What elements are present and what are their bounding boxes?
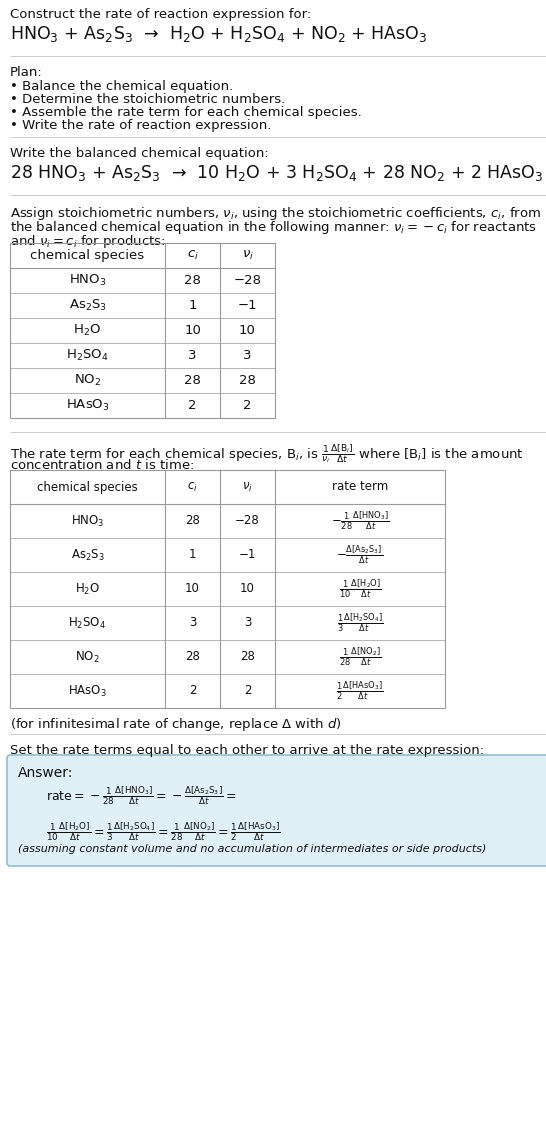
Text: $\nu_i$: $\nu_i$	[241, 249, 253, 262]
Text: • Write the rate of reaction expression.: • Write the rate of reaction expression.	[10, 119, 271, 132]
Text: Answer:: Answer:	[18, 766, 73, 780]
Text: 2: 2	[244, 684, 251, 698]
Text: 3: 3	[189, 617, 196, 629]
Text: HNO$_3$: HNO$_3$	[69, 272, 106, 288]
Text: $\mathrm{rate} = -\frac{1}{28}\frac{\Delta[\mathrm{HNO_3}]}{\Delta t} = -\frac{\: $\mathrm{rate} = -\frac{1}{28}\frac{\Del…	[46, 784, 237, 807]
Text: 10: 10	[239, 324, 256, 337]
Text: 1: 1	[188, 299, 197, 312]
Text: Assign stoichiometric numbers, $\nu_i$, using the stoichiometric coefficients, $: Assign stoichiometric numbers, $\nu_i$, …	[10, 205, 541, 222]
Text: 2: 2	[244, 399, 252, 412]
Text: 10: 10	[185, 583, 200, 595]
Text: (assuming constant volume and no accumulation of intermediates or side products): (assuming constant volume and no accumul…	[18, 844, 486, 854]
Text: 3: 3	[244, 617, 251, 629]
Text: 10: 10	[184, 324, 201, 337]
Text: 28: 28	[184, 374, 201, 386]
Text: H$_2$O: H$_2$O	[74, 323, 102, 339]
Text: 28 HNO$_3$ + As$_2$S$_3$  →  10 H$_2$O + 3 H$_2$SO$_4$ + 28 NO$_2$ + 2 HAsO$_3$: 28 HNO$_3$ + As$_2$S$_3$ → 10 H$_2$O + 3…	[10, 163, 543, 184]
Text: concentration and $t$ is time:: concentration and $t$ is time:	[10, 458, 194, 472]
Text: 28: 28	[184, 274, 201, 287]
Text: $c_i$: $c_i$	[187, 480, 198, 494]
Text: As$_2$S$_3$: As$_2$S$_3$	[70, 547, 104, 562]
Text: −28: −28	[234, 274, 262, 287]
Text: $-\frac{\Delta[\mathrm{As_2S_3}]}{\Delta t}$: $-\frac{\Delta[\mathrm{As_2S_3}]}{\Delta…	[336, 544, 383, 567]
Text: −28: −28	[235, 514, 260, 528]
Text: 3: 3	[188, 349, 197, 363]
Text: 3: 3	[244, 349, 252, 363]
Text: $c_i$: $c_i$	[187, 249, 198, 262]
Text: $\frac{1}{10}\frac{\Delta[\mathrm{H_2O}]}{\Delta t}$: $\frac{1}{10}\frac{\Delta[\mathrm{H_2O}]…	[339, 578, 381, 601]
Text: As$_2$S$_3$: As$_2$S$_3$	[68, 298, 106, 314]
Text: HAsO$_3$: HAsO$_3$	[68, 684, 107, 699]
Text: • Balance the chemical equation.: • Balance the chemical equation.	[10, 80, 233, 93]
Text: 2: 2	[189, 684, 196, 698]
FancyBboxPatch shape	[7, 755, 546, 866]
Text: the balanced chemical equation in the following manner: $\nu_i = -c_i$ for react: the balanced chemical equation in the fo…	[10, 219, 537, 236]
Text: The rate term for each chemical species, B$_i$, is $\frac{1}{\nu_i}\frac{\Delta[: The rate term for each chemical species,…	[10, 442, 524, 465]
Bar	[10, 470, 445, 708]
Text: and $\nu_i = c_i$ for products:: and $\nu_i = c_i$ for products:	[10, 233, 165, 250]
Text: 28: 28	[185, 651, 200, 663]
Text: H$_2$SO$_4$: H$_2$SO$_4$	[66, 348, 109, 363]
Text: H$_2$O: H$_2$O	[75, 581, 100, 596]
Text: Set the rate terms equal to each other to arrive at the rate expression:: Set the rate terms equal to each other t…	[10, 744, 484, 757]
Text: −1: −1	[239, 548, 256, 562]
Text: HAsO$_3$: HAsO$_3$	[66, 398, 109, 413]
Text: H$_2$SO$_4$: H$_2$SO$_4$	[68, 616, 106, 630]
Text: $\frac{1}{3}\frac{\Delta[\mathrm{H_2SO_4}]}{\Delta t}$: $\frac{1}{3}\frac{\Delta[\mathrm{H_2SO_4…	[337, 612, 383, 634]
Text: 1: 1	[189, 548, 196, 562]
Text: chemical species: chemical species	[31, 249, 145, 262]
Text: HNO$_3$ + As$_2$S$_3$  →  H$_2$O + H$_2$SO$_4$ + NO$_2$ + HAsO$_3$: HNO$_3$ + As$_2$S$_3$ → H$_2$O + H$_2$SO…	[10, 24, 428, 44]
Text: HNO$_3$: HNO$_3$	[71, 513, 104, 529]
Text: $\frac{1}{10}\frac{\Delta[\mathrm{H_2O}]}{\Delta t} = \frac{1}{3}\frac{\Delta[\m: $\frac{1}{10}\frac{\Delta[\mathrm{H_2O}]…	[46, 820, 281, 842]
Text: $\frac{1}{28}\frac{\Delta[\mathrm{NO_2}]}{\Delta t}$: $\frac{1}{28}\frac{\Delta[\mathrm{NO_2}]…	[339, 645, 381, 668]
Text: −1: −1	[238, 299, 257, 312]
Text: Construct the rate of reaction expression for:: Construct the rate of reaction expressio…	[10, 8, 311, 21]
Text: $\nu_i$: $\nu_i$	[242, 480, 253, 494]
Bar	[10, 243, 275, 418]
Text: $\frac{1}{2}\frac{\Delta[\mathrm{HAsO_3}]}{\Delta t}$: $\frac{1}{2}\frac{\Delta[\mathrm{HAsO_3}…	[336, 679, 384, 702]
Text: Write the balanced chemical equation:: Write the balanced chemical equation:	[10, 147, 269, 160]
Text: 28: 28	[239, 374, 256, 386]
Text: (for infinitesimal rate of change, replace Δ with $d$): (for infinitesimal rate of change, repla…	[10, 716, 342, 733]
Text: $-\frac{1}{28}\frac{\Delta[\mathrm{HNO_3}]}{\Delta t}$: $-\frac{1}{28}\frac{\Delta[\mathrm{HNO_3…	[331, 510, 389, 532]
Text: 28: 28	[240, 651, 255, 663]
Text: • Determine the stoichiometric numbers.: • Determine the stoichiometric numbers.	[10, 93, 285, 106]
Text: Plan:: Plan:	[10, 66, 43, 79]
Text: 28: 28	[185, 514, 200, 528]
Text: rate term: rate term	[332, 480, 388, 494]
Text: 2: 2	[188, 399, 197, 412]
Text: • Assemble the rate term for each chemical species.: • Assemble the rate term for each chemic…	[10, 106, 362, 119]
Text: 10: 10	[240, 583, 255, 595]
Text: NO$_2$: NO$_2$	[74, 373, 101, 388]
Text: chemical species: chemical species	[37, 480, 138, 494]
Text: NO$_2$: NO$_2$	[75, 650, 100, 665]
